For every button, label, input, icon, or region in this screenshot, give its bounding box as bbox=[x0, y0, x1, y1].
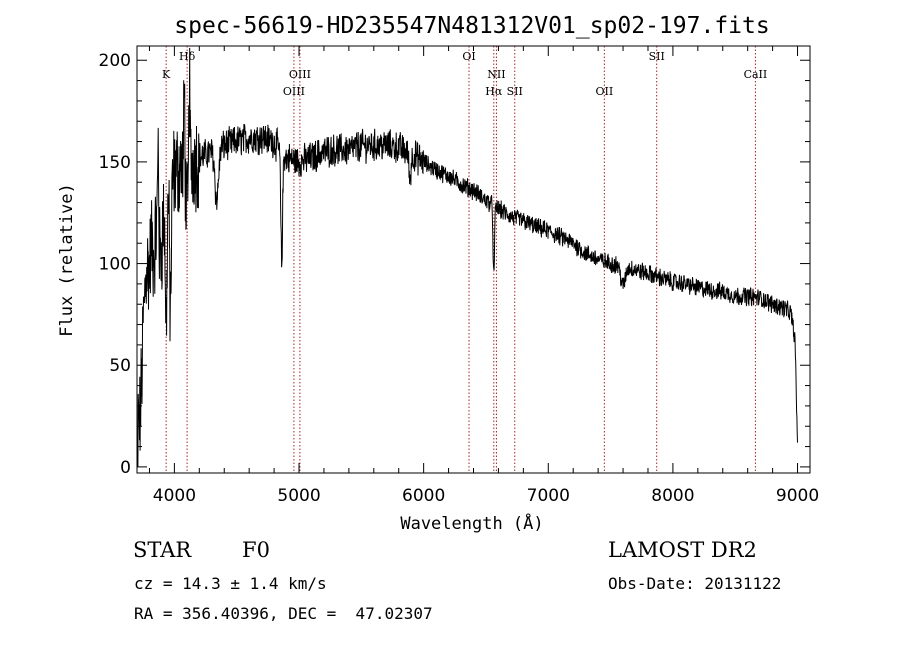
line-marker-label-6: Hα bbox=[485, 85, 503, 98]
y-tick-label-0: 0 bbox=[120, 458, 131, 478]
y-tick-label-4: 200 bbox=[99, 51, 131, 71]
axis-ticks: 4000 5000 6000 7000 8000 9000 0 50 100 150 200 bbox=[99, 46, 819, 506]
line-marker-label-1: Hδ bbox=[179, 50, 196, 63]
x-tick-label-4: 8000 bbox=[651, 486, 694, 506]
spectrum bbox=[137, 47, 798, 468]
y-tick-label-1: 50 bbox=[109, 356, 131, 376]
x-tick-label-2: 6000 bbox=[402, 486, 445, 506]
x-tick-label-0: 4000 bbox=[153, 486, 196, 506]
y-tick-label-3: 150 bbox=[99, 153, 131, 173]
spectrum-line bbox=[137, 47, 798, 468]
observation-date: Obs-Date: 20131122 bbox=[608, 574, 782, 593]
x-tick-label-5: 9000 bbox=[776, 486, 819, 506]
redshift-cz: cz = 14.3 ± 1.4 km/s bbox=[134, 574, 327, 593]
line-marker-label-9: SII bbox=[649, 50, 665, 63]
line-marker-label-5: NII bbox=[487, 68, 505, 81]
plot-frame bbox=[136, 45, 811, 474]
y-axis-label: Flux (relative) bbox=[57, 183, 77, 337]
line-marker-label-2: OIII bbox=[283, 85, 305, 98]
line-marker-label-8: OII bbox=[596, 85, 614, 98]
object-subclass: F0 bbox=[242, 538, 270, 562]
line-marker-label-4: OI bbox=[462, 50, 475, 63]
chart-title: spec-56619-HD235547N481312V01_sp02-197.f… bbox=[174, 13, 769, 39]
ra-dec-coordinates: RA = 356.40396, DEC = 47.02307 bbox=[134, 604, 433, 623]
line-markers: K Hδ OIII OIII OI NII Hα SII OII SII CaII bbox=[162, 46, 767, 473]
object-class: STAR bbox=[133, 538, 192, 562]
x-axis-label: Wavelength (Å) bbox=[400, 512, 543, 534]
line-marker-label-7: SII bbox=[507, 85, 523, 98]
line-marker-label-0: K bbox=[162, 68, 171, 81]
survey-name: LAMOST DR2 bbox=[608, 538, 757, 562]
y-tick-label-2: 100 bbox=[99, 255, 131, 275]
x-tick-label-3: 7000 bbox=[527, 486, 570, 506]
x-tick-label-1: 5000 bbox=[277, 486, 320, 506]
line-marker-label-10: CaII bbox=[744, 68, 768, 81]
line-marker-label-3: OIII bbox=[289, 68, 311, 81]
